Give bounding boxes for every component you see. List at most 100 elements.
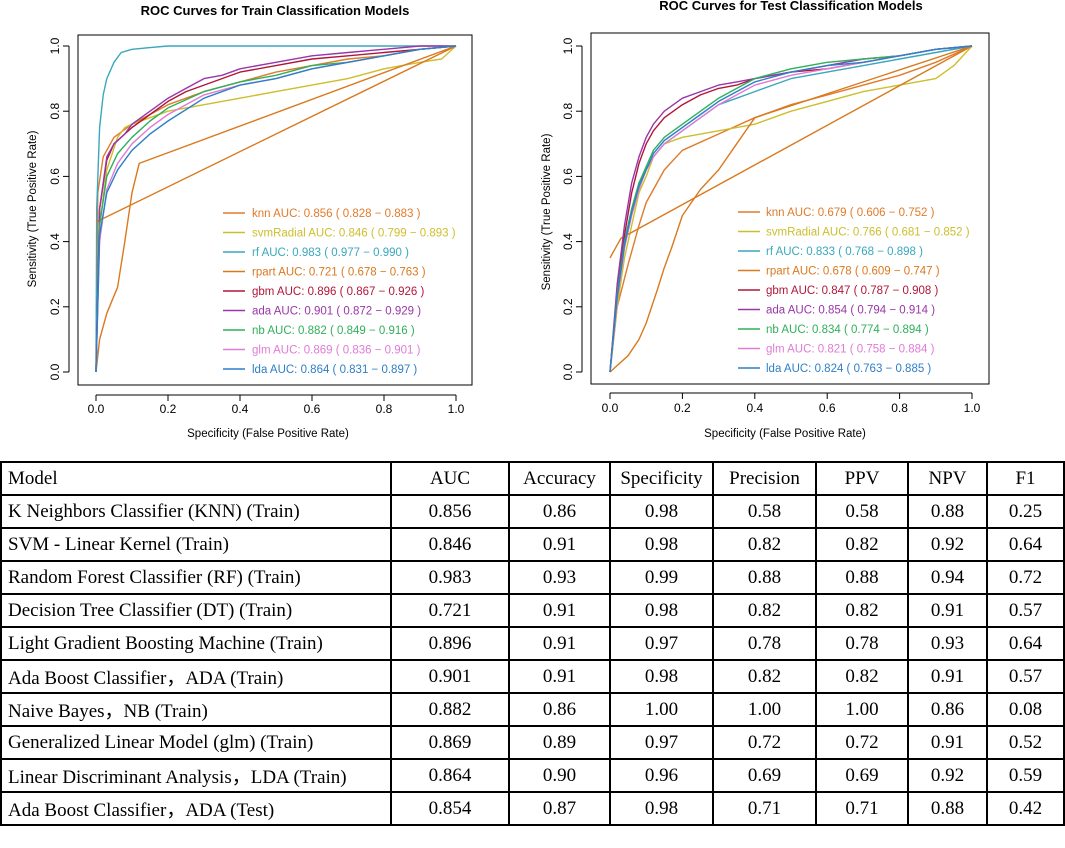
roc-curve-ada [95, 45, 456, 373]
header-specificity: Specificity [609, 461, 714, 496]
x-tick-label: 0.2 [160, 402, 177, 416]
metric-cell: 0.82 [815, 527, 909, 562]
metric-cell: 0.88 [815, 560, 909, 595]
x-tick-label: 0.2 [674, 401, 691, 415]
metric-cell: 0.91 [907, 725, 988, 760]
legend-label-knn: knn AUC: 0.679 ( 0.606 − 0.752 ) [766, 207, 935, 219]
model-name-cell: Random Forest Classifier (RF) (Train) [0, 560, 392, 595]
metrics-table: Model AUC Accuracy Specificity Precision… [0, 461, 1065, 826]
table-header-row: Model AUC Accuracy Specificity Precision… [0, 461, 1065, 496]
legend-label-knn: knn AUC: 0.856 ( 0.828 − 0.883 ) [252, 208, 421, 220]
metric-cell: 0.58 [815, 494, 909, 529]
metric-cell: 0.58 [712, 494, 817, 529]
legend-label-gbm: gbm AUC: 0.847 ( 0.787 − 0.908 ) [766, 285, 938, 297]
test-roc-chart: ROC Curves for Test Classification Model… [541, 0, 990, 440]
header-f1: F1 [986, 461, 1065, 496]
metric-cell: 0.71 [815, 791, 909, 826]
plot-frame [77, 34, 473, 386]
header-ppv: PPV [815, 461, 909, 496]
metric-cell: 0.72 [815, 725, 909, 760]
metric-cell: 0.64 [986, 527, 1065, 562]
roc-curve-rpart_b [609, 45, 973, 259]
metric-cell: 0.88 [712, 560, 817, 595]
table-row: K Neighbors Classifier (KNN) (Train) 0.85… [0, 494, 1065, 529]
metric-cell: 0.91 [508, 593, 611, 628]
y-tick-label: 1.0 [48, 37, 62, 54]
metric-cell: 0.98 [609, 494, 714, 529]
legend-label-lda: lda AUC: 0.824 ( 0.763 − 0.885 ) [766, 363, 931, 375]
metric-cell: 0.98 [609, 659, 714, 694]
metric-cell: 0.869 [390, 725, 510, 760]
metric-cell: 1.00 [712, 692, 817, 727]
x-tick-label: 0.6 [304, 402, 321, 416]
metric-cell: 0.93 [508, 560, 611, 595]
model-name-cell: Ada Boost Classifier，ADA (Test) [0, 791, 392, 826]
y-tick-label: 0.8 [561, 103, 575, 120]
roc-curve-svmRadial [609, 45, 973, 373]
metric-cell: 0.69 [712, 758, 817, 793]
model-name-cell: Decision Tree Classifier (DT) (Train) [0, 593, 392, 628]
metric-cell: 0.97 [609, 626, 714, 661]
metric-cell: 0.98 [609, 593, 714, 628]
train-roc-chart: ROC Curves for Train Classification Mode… [27, 3, 473, 440]
x-tick-label: 0.8 [891, 401, 908, 415]
legend-label-rf: rf AUC: 0.983 ( 0.977 − 0.990 ) [252, 247, 409, 259]
table-row: Ada Boost Classifier，ADA (Test) 0.854 0.87… [0, 791, 1065, 826]
metric-cell: 0.72 [986, 560, 1065, 595]
metric-cell: 0.08 [986, 692, 1065, 727]
y-tick-label: 0.8 [48, 103, 62, 120]
metric-cell: 0.71 [712, 791, 817, 826]
x-tick-label: 0.0 [88, 402, 105, 416]
metric-cell: 0.25 [986, 494, 1065, 529]
metric-cell: 0.854 [390, 791, 510, 826]
legend-label-ada: ada AUC: 0.854 ( 0.794 − 0.914 ) [766, 305, 935, 317]
model-name-cell: Ada Boost Classifier，ADA (Train) [0, 659, 392, 694]
legend-label-svmRadial: svmRadial AUC: 0.766 ( 0.681 − 0.852 ) [766, 227, 970, 239]
legend-label-nb: nb AUC: 0.882 ( 0.849 − 0.916 ) [252, 325, 415, 337]
metric-cell: 0.90 [508, 758, 611, 793]
legend-label-nb: nb AUC: 0.834 ( 0.774 − 0.894 ) [766, 324, 929, 336]
header-precision: Precision [712, 461, 817, 496]
metric-cell: 0.94 [907, 560, 988, 595]
metric-cell: 0.82 [815, 659, 909, 694]
model-name-cell: Generalized Linear Model (glm) (Train) [0, 725, 392, 760]
legend-label-lda: lda AUC: 0.864 ( 0.831 − 0.897 ) [252, 364, 417, 376]
x-axis-label: Specificity (False Positive Rate) [187, 428, 349, 440]
table-row: Generalized Linear Model (glm) (Train) 0.… [0, 725, 1065, 760]
header-npv: NPV [907, 461, 988, 496]
metric-cell: 0.82 [712, 659, 817, 694]
table-row: Light Gradient Boosting Machine (Train) 0… [0, 626, 1065, 661]
y-tick-label: 0.4 [561, 233, 575, 250]
x-tick-label: 1.0 [964, 401, 981, 415]
metric-cell: 0.97 [609, 725, 714, 760]
metric-cell: 0.91 [907, 593, 988, 628]
y-tick-label: 0.6 [561, 168, 575, 185]
metric-cell: 0.78 [712, 626, 817, 661]
roc-curve-rpart_b [95, 45, 457, 223]
legend-label-rpart: rpart AUC: 0.721 ( 0.678 − 0.763 ) [252, 267, 426, 279]
model-name-cell: Linear Discriminant Analysis，LDA (Train) [0, 758, 392, 793]
metric-cell: 0.864 [390, 758, 510, 793]
legend-label-rf: rf AUC: 0.833 ( 0.768 − 0.898 ) [766, 246, 923, 258]
metric-cell: 0.92 [907, 758, 988, 793]
header-model: Model [0, 461, 392, 496]
metric-cell: 0.91 [508, 659, 611, 694]
x-tick-label: 0.6 [819, 401, 836, 415]
metric-cell: 0.846 [390, 527, 510, 562]
metric-cell: 0.82 [712, 527, 817, 562]
metric-cell: 1.00 [609, 692, 714, 727]
header-auc: AUC [390, 461, 510, 496]
table-row: Linear Discriminant Analysis，LDA (Train)… [0, 758, 1065, 793]
legend-label-ada: ada AUC: 0.901 ( 0.872 − 0.929 ) [252, 306, 421, 318]
table-row: Naive Bayes，NB (Train) 0.882 0.86 1.00 1.00 1… [0, 692, 1065, 727]
roc-curve-lda [609, 45, 973, 373]
metric-cell: 0.91 [508, 626, 611, 661]
y-tick-label: 0.4 [48, 233, 62, 250]
metric-cell: 0.721 [390, 593, 510, 628]
metric-cell: 0.98 [609, 791, 714, 826]
metric-cell: 0.91 [907, 659, 988, 694]
metric-cell: 0.87 [508, 791, 611, 826]
metric-cell: 0.82 [815, 593, 909, 628]
metric-cell: 1.00 [815, 692, 909, 727]
roc-curve-rpart [609, 45, 973, 373]
